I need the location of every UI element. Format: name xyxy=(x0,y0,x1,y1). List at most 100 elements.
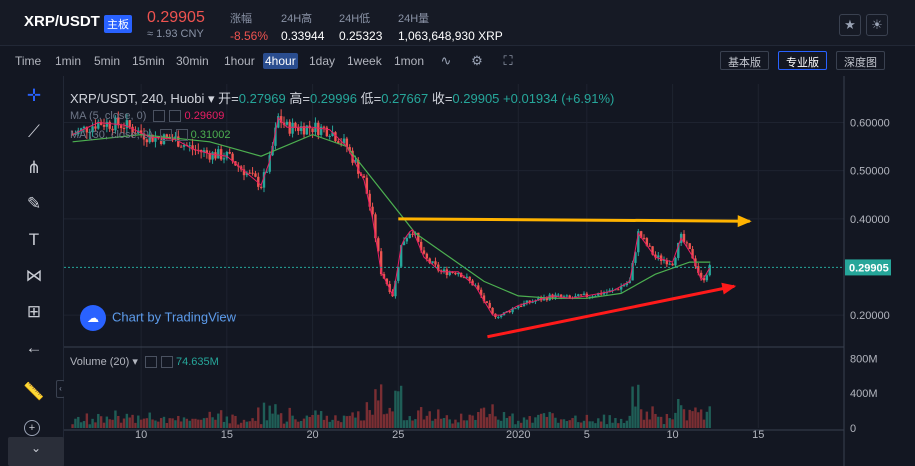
candle xyxy=(534,300,537,302)
tf-1day[interactable]: 1day xyxy=(309,54,336,68)
zoom-in-icon[interactable]: + xyxy=(24,420,40,436)
text-icon[interactable]: T xyxy=(28,230,40,249)
candle xyxy=(134,132,137,134)
legend-title[interactable]: XRP/USDT, 240, Huobi xyxy=(70,91,205,106)
indicator-label: Volume (20) xyxy=(70,356,130,368)
candle xyxy=(425,253,429,259)
candle xyxy=(594,295,597,297)
candle xyxy=(625,283,629,286)
theme-toggle-icon[interactable]: ☀ xyxy=(866,14,888,36)
settings-icon[interactable]: ⚙ xyxy=(471,53,483,68)
candle xyxy=(657,255,660,258)
volume-bar xyxy=(651,406,654,428)
volume-bar xyxy=(614,418,617,428)
candle xyxy=(337,141,340,144)
close-icon[interactable] xyxy=(175,129,188,142)
close-icon[interactable] xyxy=(169,110,182,123)
volume-bar xyxy=(617,423,620,428)
back-arrow-icon[interactable]: ← xyxy=(25,338,43,357)
candle xyxy=(97,121,100,129)
eye-icon[interactable] xyxy=(153,110,166,123)
volume-bar xyxy=(417,410,420,428)
candle xyxy=(325,127,329,137)
volume-bar xyxy=(377,400,380,428)
tf-1week[interactable]: 1week xyxy=(347,54,382,68)
candle xyxy=(94,126,97,129)
volume-bar xyxy=(385,413,389,428)
measure-icon[interactable]: ⊞ xyxy=(26,302,42,321)
ruler-icon[interactable]: 📏 xyxy=(23,382,45,401)
volume-bar xyxy=(277,414,280,428)
eye-icon[interactable] xyxy=(159,129,172,142)
volume-bar xyxy=(214,419,217,428)
volume-bar xyxy=(414,419,417,428)
brush-icon[interactable]: ✎ xyxy=(26,194,42,213)
candle xyxy=(219,149,223,160)
volume-bar xyxy=(162,416,166,428)
price-chart[interactable]: 0.60000 0.50000 0.40000 0.20000 0.29905 800M 4… xyxy=(64,76,915,466)
stat-low: 24H低 0.25323 xyxy=(339,10,382,43)
volume-indicator[interactable]: Volume (20) ▾ 74.635M xyxy=(70,356,219,369)
trend-line-icon[interactable]: ⟋ xyxy=(28,122,40,141)
star-icon[interactable]: ★ xyxy=(839,14,861,36)
volume-bar xyxy=(122,418,126,428)
view-basic-button[interactable]: 基本版 xyxy=(720,51,769,70)
candle xyxy=(342,138,346,144)
pitchfork-icon[interactable]: ⋔ xyxy=(26,158,42,177)
time-tick: 10 xyxy=(666,429,678,441)
candle xyxy=(317,122,320,135)
volume-bar xyxy=(374,389,377,428)
expand-chevron-icon[interactable]: ⌄ xyxy=(8,437,64,466)
candle xyxy=(208,152,211,160)
candle xyxy=(685,242,689,244)
stat-volume: 24H量 1,063,648,930 XRP xyxy=(398,10,503,43)
tradingview-watermark[interactable]: ☁ Chart by TradingView xyxy=(80,305,236,331)
tf-5min[interactable]: 5min xyxy=(94,54,121,68)
tf-1hour[interactable]: 1hour xyxy=(224,54,255,68)
tf-1mon[interactable]: 1mon xyxy=(394,54,425,68)
candle xyxy=(639,231,643,238)
stat-value: 0.33944 xyxy=(281,29,325,43)
fullscreen-icon[interactable]: ⛶ xyxy=(503,53,513,68)
volume-bar xyxy=(702,419,706,428)
candle xyxy=(457,272,460,275)
view-pro-button[interactable]: 专业版 xyxy=(778,51,827,70)
time-tick: 25 xyxy=(392,429,404,441)
candle xyxy=(99,121,103,125)
volume-bar xyxy=(479,408,483,428)
volume-bar xyxy=(679,405,683,428)
candle xyxy=(397,266,400,281)
volume-bar xyxy=(108,419,111,428)
candle xyxy=(631,262,634,281)
volume-bar xyxy=(659,416,663,428)
candle xyxy=(268,155,271,172)
candle xyxy=(294,122,297,128)
candle xyxy=(468,276,471,281)
tf-15min[interactable]: 15min xyxy=(132,54,165,68)
ma5-indicator[interactable]: MA (5, close, 0) 0.29609 xyxy=(70,110,224,123)
volume-bar xyxy=(605,424,609,428)
volume-bar xyxy=(248,421,251,428)
candle xyxy=(354,159,357,163)
ma30-indicator[interactable]: MA (30, close, 0) 0.31002 xyxy=(70,129,230,142)
candle xyxy=(371,206,374,215)
trend-arrow xyxy=(398,217,750,223)
eye-icon[interactable] xyxy=(144,356,157,369)
close-icon[interactable] xyxy=(160,356,173,369)
low-label: 低= xyxy=(360,91,382,106)
tf-1min[interactable]: 1min xyxy=(55,54,82,68)
indicator-icon[interactable]: ∿ xyxy=(440,53,452,68)
view-depth-button[interactable]: 深度图 xyxy=(836,51,885,70)
tf-30min[interactable]: 30min xyxy=(176,54,209,68)
pattern-icon[interactable]: ⋈ xyxy=(25,266,43,285)
candle xyxy=(622,285,626,287)
volume-bar xyxy=(399,385,403,428)
volume-bar xyxy=(485,417,489,428)
volume-bar xyxy=(251,418,254,428)
volume-bar xyxy=(262,402,266,428)
volume-bar xyxy=(171,418,174,428)
tf-4hour[interactable]: 4hour xyxy=(263,53,298,69)
volume-bar xyxy=(257,407,260,428)
volume-bar xyxy=(597,418,600,428)
crosshair-icon[interactable]: ✛ xyxy=(26,86,42,105)
